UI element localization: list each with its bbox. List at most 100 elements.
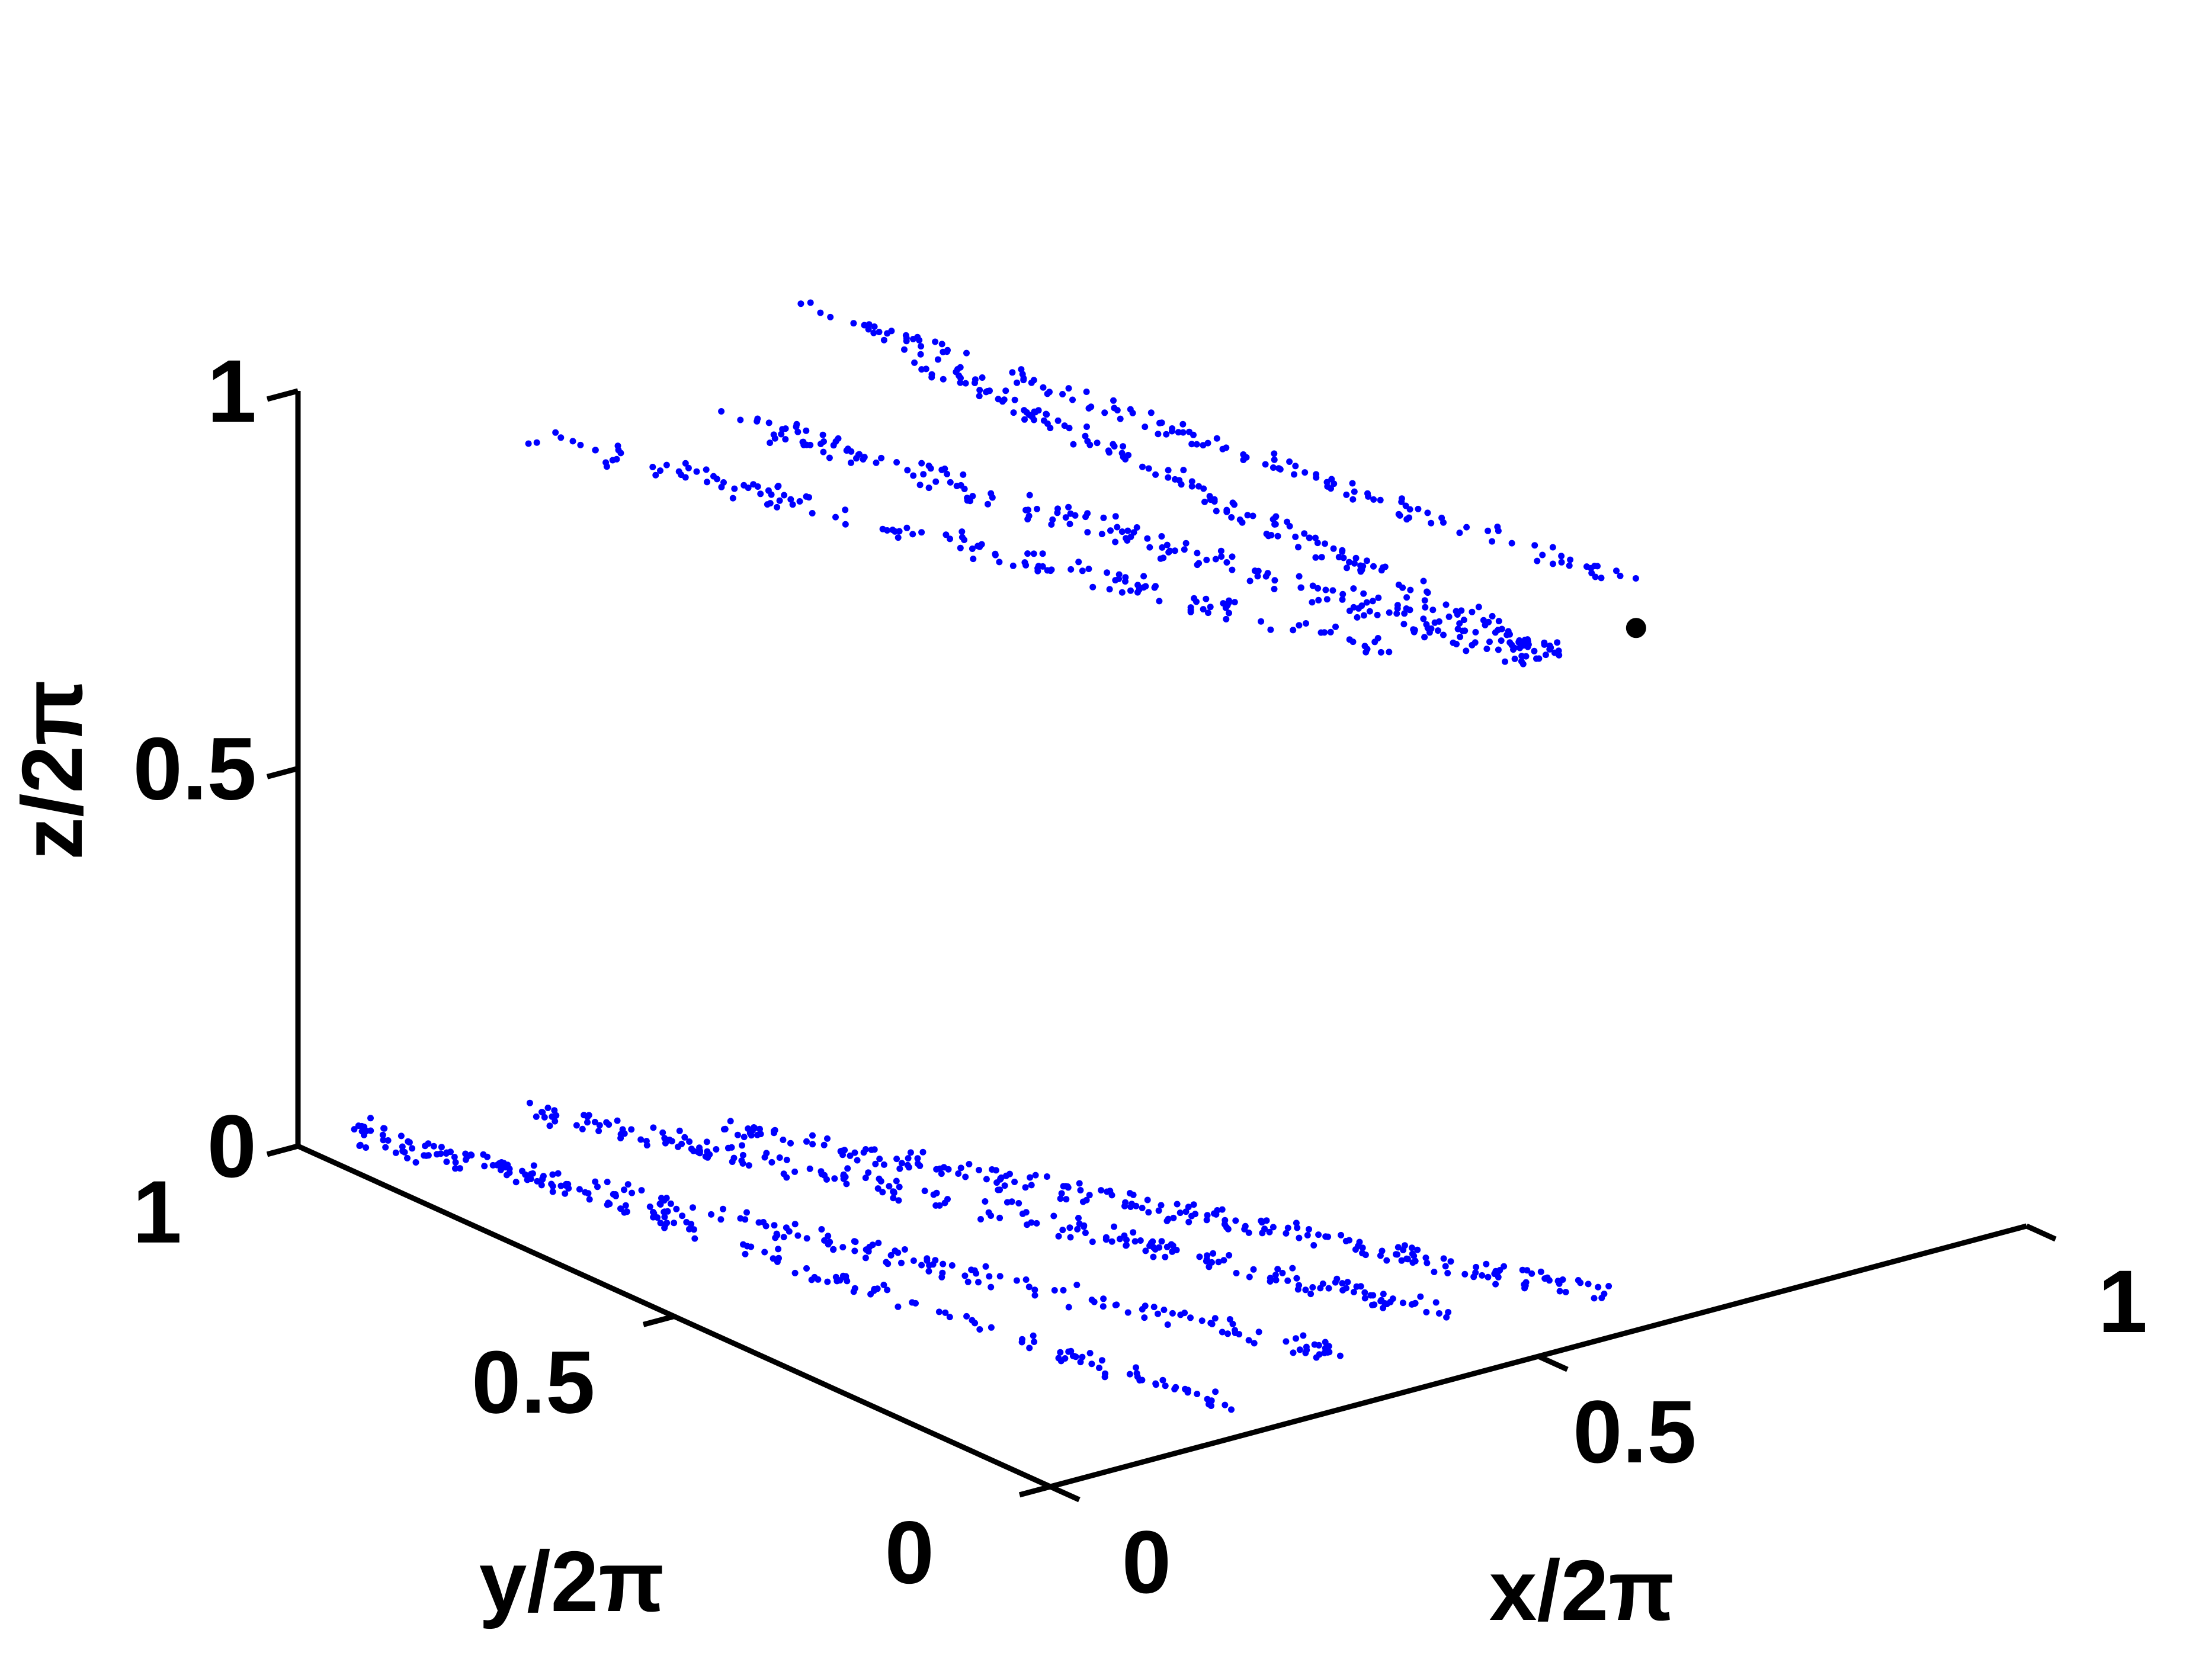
data-point (691, 1235, 698, 1242)
data-point (1533, 655, 1540, 662)
data-point (1555, 647, 1562, 654)
data-point (976, 387, 983, 394)
data-point (1442, 601, 1450, 608)
data-point (1531, 647, 1538, 654)
data-point (534, 1177, 541, 1185)
data-point (1408, 1244, 1415, 1252)
data-point (1423, 1308, 1430, 1315)
data-point (934, 356, 941, 363)
data-point (968, 1266, 975, 1273)
data-point (1541, 1275, 1549, 1282)
data-point (604, 1179, 611, 1186)
data-point (351, 1126, 358, 1133)
data-point (1088, 1297, 1095, 1304)
data-point (1605, 1283, 1612, 1289)
data-point (659, 1129, 666, 1136)
data-point (1322, 1339, 1329, 1346)
data-point (1111, 1223, 1117, 1230)
data-point (1188, 483, 1195, 490)
data-point (661, 1208, 668, 1215)
data-point (1073, 1281, 1081, 1288)
data-point (1383, 1257, 1390, 1264)
data-point (1223, 615, 1230, 622)
data-point (1233, 1270, 1240, 1276)
data-point (781, 492, 788, 499)
data-point (1395, 511, 1402, 518)
data-point (932, 1257, 939, 1264)
data-point (940, 1260, 947, 1267)
data-point (955, 1170, 962, 1177)
data-point (782, 436, 789, 443)
y-tick-label: 0 (885, 1503, 934, 1602)
data-point (879, 1189, 886, 1196)
data-point (793, 421, 800, 428)
data-point (839, 1244, 847, 1251)
data-point (1454, 611, 1461, 618)
data-point (1104, 569, 1111, 576)
data-point (809, 510, 816, 516)
data-point (1219, 1329, 1226, 1336)
data-point (1085, 566, 1092, 572)
data-point (1228, 1406, 1235, 1413)
data-point (920, 471, 927, 478)
data-point (1377, 496, 1384, 503)
data-point (702, 1153, 709, 1160)
data-point (1284, 1224, 1291, 1231)
data-point (1089, 1238, 1096, 1246)
data-point (780, 1137, 787, 1143)
data-point (1290, 627, 1297, 634)
data-point (1502, 658, 1508, 665)
data-point (480, 1151, 487, 1158)
data-point (1402, 502, 1409, 509)
data-point (525, 440, 532, 447)
data-point (1317, 629, 1325, 636)
data-point (1431, 1269, 1438, 1275)
data-point (1316, 1351, 1323, 1358)
data-point (910, 472, 917, 479)
data-point (1250, 1266, 1257, 1273)
data-point (1082, 1230, 1089, 1236)
z-tick (266, 388, 299, 402)
data-point (552, 429, 559, 436)
data-point (1030, 377, 1037, 384)
data-point (778, 431, 785, 438)
data-point (870, 329, 877, 336)
data-point (1226, 609, 1232, 617)
data-point (916, 337, 923, 344)
data-point (884, 527, 891, 534)
data-point (996, 1214, 1004, 1221)
data-point (1399, 1299, 1406, 1307)
data-point (1435, 618, 1442, 625)
data-point (1632, 575, 1639, 582)
data-point (1245, 1337, 1252, 1344)
data-point (1314, 540, 1321, 547)
data-point (1127, 533, 1134, 540)
data-point (1322, 540, 1328, 547)
data-point (1231, 501, 1238, 508)
data-point (907, 1149, 914, 1156)
data-point (861, 454, 868, 461)
data-point (1435, 1310, 1442, 1317)
data-point (1386, 609, 1393, 616)
data-point (1161, 1307, 1168, 1313)
data-point (903, 335, 910, 342)
data-point (1156, 1244, 1163, 1251)
data-point (456, 1165, 463, 1172)
data-point (1145, 465, 1152, 472)
data-point (1203, 595, 1210, 602)
data-point (1323, 479, 1331, 486)
data-point (1485, 1273, 1492, 1281)
data-point (1102, 1236, 1110, 1243)
data-point (1213, 508, 1220, 515)
data-point (1025, 506, 1031, 514)
data-point (1191, 595, 1198, 602)
data-point (750, 481, 757, 488)
data-point (1121, 1202, 1128, 1209)
data-point (1100, 514, 1107, 521)
data-point (533, 439, 540, 446)
data-point (1113, 1301, 1120, 1308)
data-point (820, 438, 827, 445)
data-point (880, 336, 887, 344)
data-point (696, 1144, 703, 1151)
data-point (1124, 1309, 1131, 1316)
